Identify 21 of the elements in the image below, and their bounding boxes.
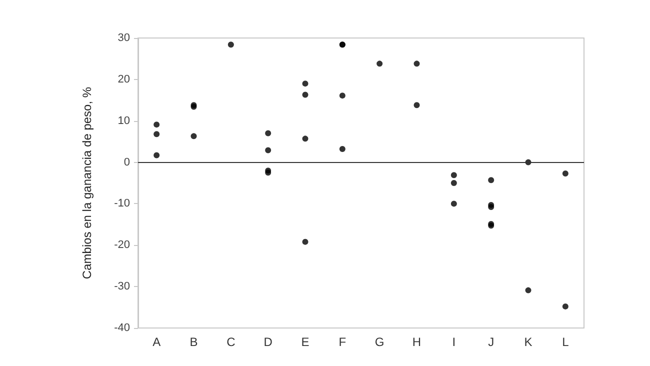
x-tick-label: A [152,335,161,349]
y-tick-label: 30 [118,32,130,44]
x-tick-label: K [524,335,532,349]
y-tick-label: -40 [114,322,130,334]
x-tick-label: G [374,335,384,349]
x-tick-label: F [338,335,346,349]
y-tick-label: -10 [114,198,130,210]
y-tick-label: 10 [118,114,130,127]
y-axis-title: Cambios en la ganancia de peso, % [80,86,94,280]
x-tick-label: D [264,335,273,349]
x-tick-label: J [488,335,494,349]
x-tick-label: C [226,335,236,349]
y-tick-label: -20 [114,239,130,252]
x-tick-label: H [412,335,422,349]
y-tick-label: 0 [124,156,130,168]
x-tick-label: I [452,335,456,349]
y-tick-label: 20 [118,73,130,86]
x-tick-label: B [190,335,198,349]
x-tick-label: L [562,335,570,349]
x-tick-label: E [301,335,310,349]
y-tick-label: -30 [114,280,130,293]
